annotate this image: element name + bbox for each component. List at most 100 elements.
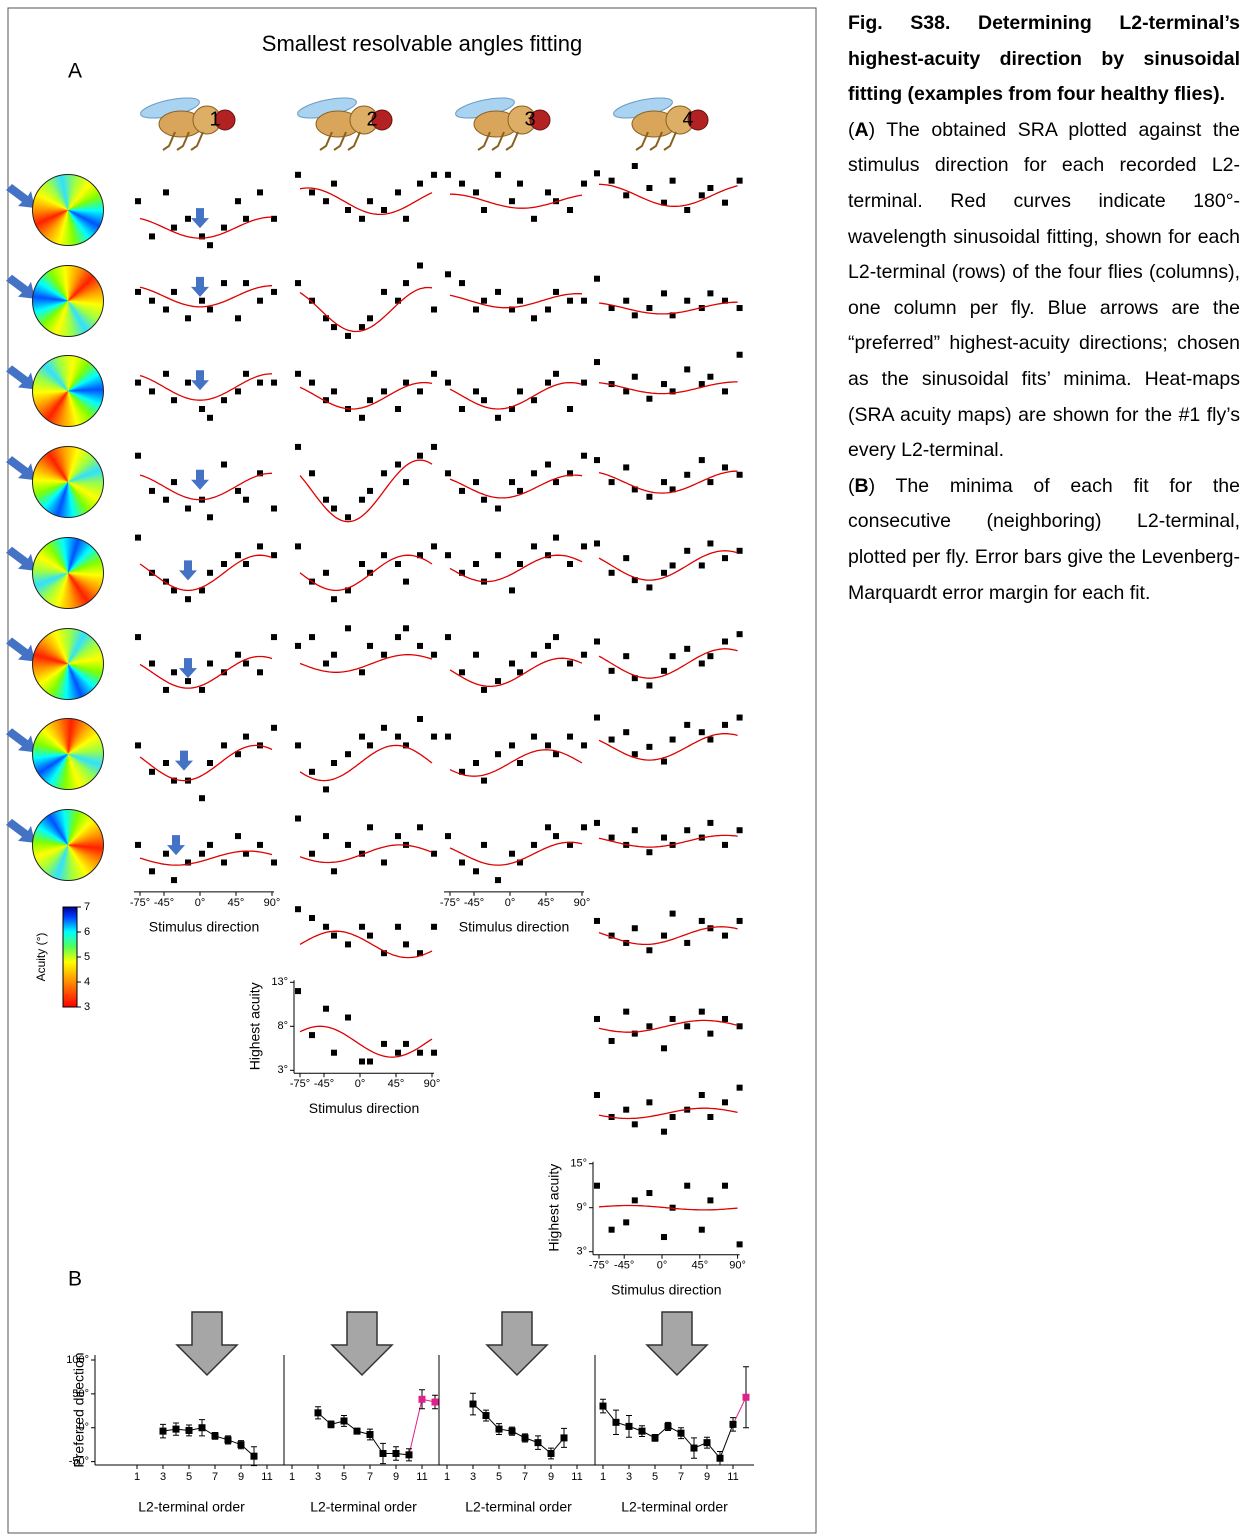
data-point [594, 714, 600, 721]
preferred-arrow [191, 276, 209, 297]
colorbar-tick-label: 3 [84, 1001, 90, 1013]
y-axis-label: Highest acuity [546, 1164, 562, 1252]
data-point [608, 305, 615, 312]
data-point [445, 470, 451, 477]
fly-eye [529, 109, 551, 131]
x-tick-label: -45° [154, 897, 174, 909]
data-point [381, 388, 387, 395]
data-point [581, 543, 587, 550]
data-point [331, 505, 337, 512]
data-point [481, 686, 487, 693]
data-point [199, 795, 205, 802]
data-point [199, 850, 205, 857]
data-point [359, 414, 365, 421]
fit-curve [139, 285, 273, 308]
data-point [567, 660, 573, 667]
x-tick-label: -75° [589, 1260, 609, 1272]
data-point [495, 171, 501, 178]
fit-curve [299, 1025, 433, 1058]
y-axis-label: Preferred direction [71, 1352, 87, 1467]
data-point [403, 479, 409, 486]
acuity-heatmap [32, 264, 104, 337]
data-point [235, 487, 241, 494]
data-point [327, 1420, 335, 1428]
data-point [631, 751, 638, 758]
x-tick-label: -45° [464, 897, 484, 909]
data-point [531, 315, 537, 322]
data-point [722, 1182, 728, 1189]
data-point [560, 1434, 568, 1442]
fly-leg [505, 131, 519, 151]
data-point [684, 1023, 691, 1030]
data-point [736, 631, 743, 638]
data-point [707, 185, 714, 191]
data-point [295, 642, 301, 649]
data-point [722, 464, 728, 471]
trend-line [719, 1424, 734, 1459]
data-point [237, 1441, 245, 1449]
data-point [199, 233, 205, 240]
data-point [331, 651, 337, 658]
data-point [707, 1197, 714, 1204]
data-point [661, 381, 667, 388]
fly-leg [162, 131, 176, 151]
data-point [459, 406, 465, 412]
data-point [271, 552, 277, 559]
data-point [553, 751, 559, 758]
data-point [661, 834, 667, 841]
data-point [581, 452, 587, 459]
data-point [623, 555, 630, 562]
data-point [185, 678, 191, 685]
data-point [345, 207, 351, 213]
data-point [623, 729, 630, 736]
fit-curve [139, 373, 273, 401]
data-point [517, 760, 523, 766]
data-point [553, 534, 559, 541]
data-point [345, 1014, 351, 1021]
data-point [417, 824, 423, 831]
data-point [445, 634, 451, 641]
data-point [631, 577, 638, 584]
caption-text: ( [848, 474, 855, 497]
data-point [353, 1427, 361, 1435]
data-point [257, 189, 263, 196]
data-point [623, 464, 630, 471]
data-point [345, 625, 351, 632]
data-point [481, 777, 487, 784]
fit-curve [299, 554, 433, 592]
gray-arrow [645, 1311, 709, 1377]
colorbar-tick-label: 4 [84, 976, 90, 988]
colorbar-tick-label: 5 [84, 951, 90, 963]
x-tick-label: 1 [444, 1471, 450, 1483]
data-point [623, 939, 630, 946]
data-point [698, 729, 705, 736]
data-point [531, 215, 537, 222]
data-point [459, 180, 465, 187]
data-point [395, 833, 401, 840]
data-point [481, 841, 487, 848]
data-point [417, 552, 423, 559]
x-tick-label: 45° [691, 1260, 708, 1272]
data-point [431, 651, 437, 658]
data-point [553, 288, 559, 295]
fit-curve [299, 286, 433, 333]
data-point [625, 1422, 633, 1430]
data-point [684, 547, 691, 554]
data-point [395, 561, 401, 567]
data-point [567, 561, 573, 567]
data-point [646, 395, 653, 402]
data-point [403, 941, 409, 948]
data-point [257, 669, 263, 676]
data-point [381, 859, 387, 866]
data-point [669, 486, 676, 493]
data-point [623, 1219, 630, 1226]
data-point [684, 297, 691, 304]
data-point [707, 819, 714, 826]
data-point [631, 675, 638, 682]
data-point [581, 379, 587, 386]
preferred-arrow [179, 560, 197, 581]
data-point [323, 660, 329, 667]
caption-paragraph: (A) The obtained SRA plotted against the… [848, 113, 1240, 469]
data-point [722, 297, 728, 304]
data-point [257, 841, 263, 848]
